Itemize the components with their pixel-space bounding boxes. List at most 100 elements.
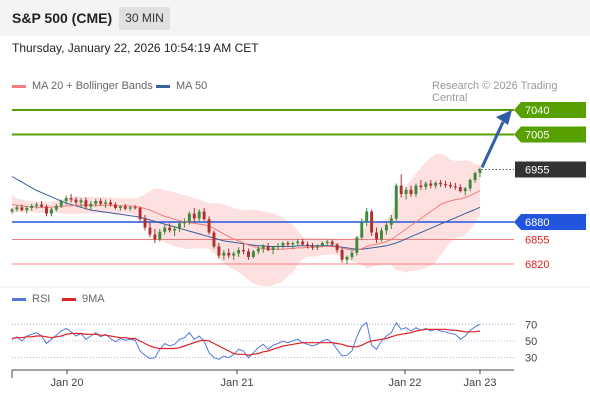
candle (355, 237, 359, 253)
candle (409, 189, 413, 194)
candle (143, 219, 147, 228)
candle (296, 241, 300, 243)
candle (315, 245, 319, 248)
candle (54, 205, 58, 210)
legend-ma50: MA 50 (156, 80, 207, 92)
candle (104, 202, 108, 204)
level-label-7005: 7005 (525, 130, 549, 142)
candle (301, 241, 305, 245)
candle (453, 186, 457, 188)
rsi-tick-70: 70 (525, 319, 537, 331)
candle (242, 250, 245, 252)
candle (138, 208, 142, 220)
candle (291, 243, 295, 245)
candle (261, 245, 265, 249)
candle (429, 183, 433, 186)
candle (311, 245, 314, 248)
candle (370, 211, 374, 233)
candle (79, 200, 83, 203)
rsi-ma-swatch (62, 297, 76, 301)
candle (232, 253, 236, 256)
timeframe-button[interactable]: 30 MIN (119, 7, 170, 30)
candle (404, 189, 408, 194)
bollinger-band (12, 153, 480, 287)
candle (325, 241, 329, 243)
candle (458, 187, 462, 192)
candle (384, 224, 388, 231)
candle (40, 204, 44, 207)
candle (350, 252, 354, 257)
candle (202, 211, 206, 220)
candle (478, 169, 482, 173)
candle (64, 198, 68, 201)
candle (473, 173, 477, 180)
rsi-ma-line (11, 328, 481, 356)
candle (178, 223, 181, 229)
candle (197, 211, 201, 219)
candle (375, 232, 379, 240)
candle (389, 218, 393, 225)
rsi-ma-label: 9MA (82, 293, 105, 305)
candle (306, 244, 310, 246)
level-badge-6880 (514, 214, 586, 230)
candle (192, 213, 196, 219)
legend-rsi: RSI (12, 293, 50, 305)
candle (345, 257, 349, 260)
candle (118, 206, 122, 208)
time-tick-label: Jan 22 (388, 377, 421, 389)
level-badge-7005 (514, 126, 586, 143)
level-badge-7040 (514, 102, 586, 118)
candle (217, 246, 221, 256)
candle (276, 245, 280, 248)
chart-header: S&P 500 (CME) 30 MIN (0, 0, 590, 36)
candle (153, 234, 157, 240)
rsi-swatch (12, 297, 26, 301)
candle (148, 227, 152, 235)
candle (94, 201, 98, 204)
candle (15, 207, 19, 210)
ma50-label: MA 50 (176, 80, 208, 92)
candle (247, 251, 250, 257)
candle (444, 184, 447, 186)
level-label-6955: 6955 (525, 165, 549, 177)
candle (281, 243, 285, 246)
rsi-tick-50: 50 (525, 336, 537, 348)
candle (84, 200, 88, 207)
candle (434, 182, 438, 186)
candle (99, 201, 103, 204)
time-tick-label: Jan 20 (50, 377, 83, 389)
candle (414, 185, 418, 194)
candle (286, 243, 290, 245)
candle (10, 209, 14, 212)
candle (468, 180, 472, 189)
candle (187, 213, 191, 222)
candle (89, 203, 93, 207)
level-label-6880: 6880 (525, 217, 549, 229)
candle (25, 208, 29, 211)
candle (251, 251, 255, 257)
candle (365, 211, 369, 222)
candle (439, 182, 443, 185)
candle (266, 245, 270, 250)
timestamp: Thursday, January 22, 2026 10:54:19 AM C… (12, 41, 259, 55)
projection-arrow-head (496, 110, 512, 125)
candle (35, 204, 39, 206)
candle (360, 222, 364, 238)
candle (463, 188, 467, 192)
level-label-6820: 6820 (525, 259, 549, 271)
ma20-swatch (12, 84, 26, 88)
candle (212, 232, 216, 247)
candle (173, 229, 177, 231)
candle (158, 231, 162, 240)
candle (394, 185, 398, 219)
rsi-tick-30: 30 (525, 353, 537, 365)
level-label-6855: 6855 (525, 235, 549, 247)
candle (109, 202, 112, 205)
time-tick-label: Jan 23 (463, 377, 496, 389)
candle (45, 206, 48, 214)
candle (320, 243, 324, 246)
candle (163, 227, 167, 232)
time-tick-label: Jan 21 (220, 377, 253, 389)
candle (330, 241, 334, 245)
